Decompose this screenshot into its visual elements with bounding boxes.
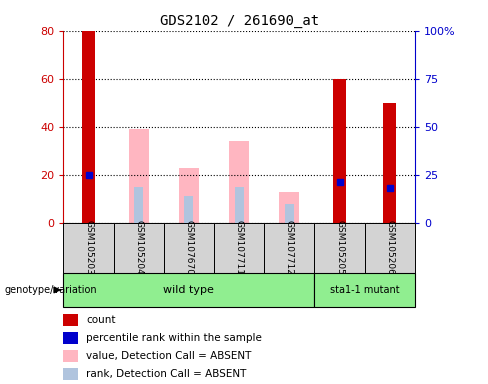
Text: GSM105205: GSM105205 [335,220,344,275]
Bar [63,314,78,326]
Bar [63,332,78,344]
Text: count: count [86,315,116,325]
Bar [365,223,415,273]
Bar [264,223,314,273]
Text: GSM105204: GSM105204 [134,220,143,275]
Text: GSM107712: GSM107712 [285,220,294,275]
Text: sta1-1 mutant: sta1-1 mutant [330,285,399,295]
Text: GSM107670: GSM107670 [184,220,193,275]
Bar [63,350,78,362]
Text: GSM105203: GSM105203 [84,220,93,275]
Text: wild type: wild type [163,285,214,295]
Text: GSM105206: GSM105206 [385,220,394,275]
Bar [314,273,415,307]
Bar [333,79,346,223]
Bar [63,223,114,273]
Bar [82,31,95,223]
Text: value, Detection Call = ABSENT: value, Detection Call = ABSENT [86,351,252,361]
Title: GDS2102 / 261690_at: GDS2102 / 261690_at [160,14,319,28]
Bar [114,223,164,273]
Bar [384,103,396,223]
Text: GSM107711: GSM107711 [235,220,244,275]
Text: rank, Detection Call = ABSENT: rank, Detection Call = ABSENT [86,369,246,379]
Bar [279,192,299,223]
Bar [164,223,214,273]
Bar [314,223,365,273]
Text: genotype/variation: genotype/variation [5,285,98,295]
Bar [179,167,199,223]
Text: percentile rank within the sample: percentile rank within the sample [86,333,262,343]
Bar [63,273,314,307]
Bar [229,141,249,223]
Bar [63,368,78,380]
Bar [235,187,244,223]
Bar [129,129,149,223]
Bar [134,187,143,223]
Bar [285,204,294,223]
Bar [184,196,193,223]
Bar [214,223,264,273]
